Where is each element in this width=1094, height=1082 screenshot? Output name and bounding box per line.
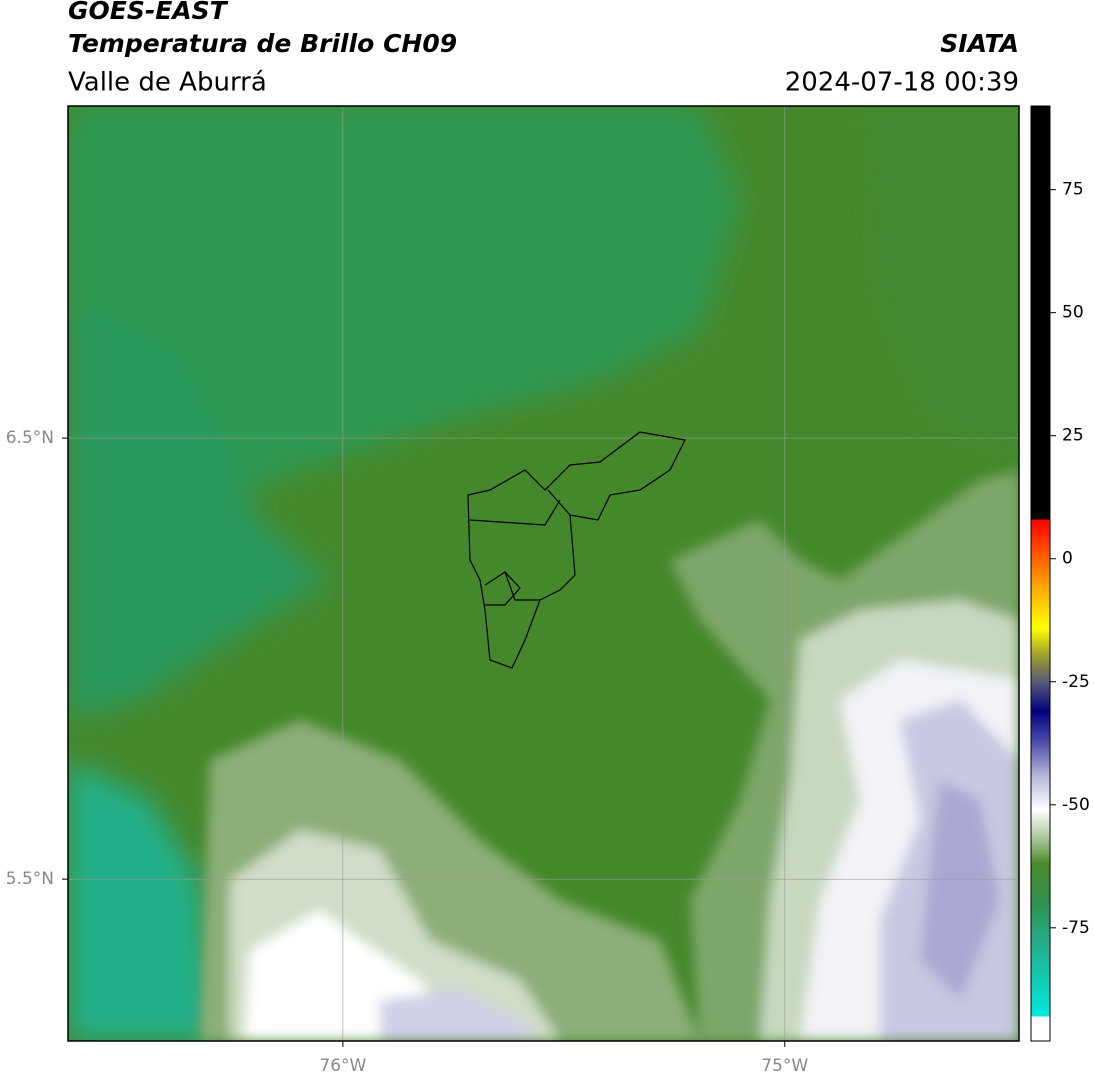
colorbar-tick-label: 25	[1062, 426, 1084, 446]
colorbar-tick-label: 50	[1062, 303, 1084, 323]
title: GOES-EAST	[68, 0, 229, 25]
colorbar-tick-label: -25	[1062, 672, 1090, 692]
subtitle: Temperatura de Brillo CH09	[68, 29, 457, 58]
lat-label: 5.5°N	[6, 869, 54, 889]
grid	[68, 106, 1019, 1041]
map-field	[68, 106, 1019, 1041]
colorbar-tick-label: 75	[1062, 180, 1084, 200]
colorbar-tick-label: -50	[1062, 795, 1090, 815]
lon-label: 75°W	[761, 1056, 808, 1076]
datetime: 2024-07-18 00:39	[785, 68, 1019, 98]
region: Valle de Aburrá	[68, 68, 267, 98]
source: SIATA	[940, 29, 1019, 58]
valley-boundary	[467, 431, 686, 669]
map-frame	[67, 105, 1020, 1042]
colorbar	[1030, 105, 1051, 1042]
colorbar-tick-label: 0	[1062, 549, 1073, 569]
lat-label: 6.5°N	[6, 428, 54, 448]
lon-label: 76°W	[319, 1056, 366, 1076]
colorbar-tick-label: -75	[1062, 918, 1090, 938]
